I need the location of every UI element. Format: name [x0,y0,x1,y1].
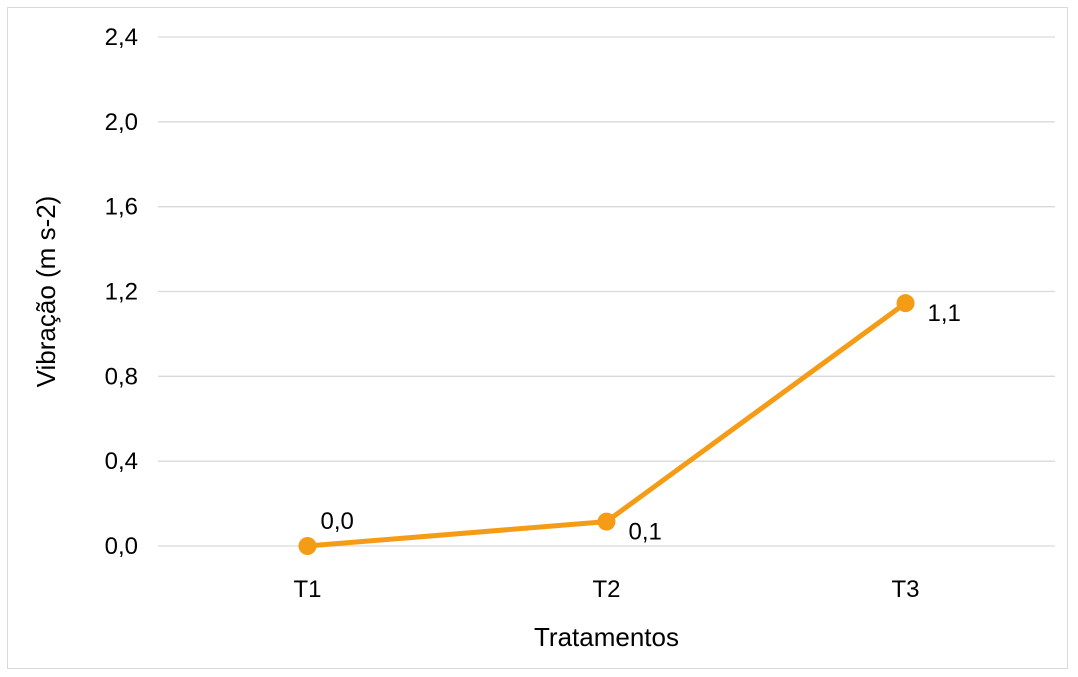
y-tick-label: 2,4 [105,24,138,51]
series-line [305,300,908,549]
y-tick-label: 2,0 [105,109,138,136]
y-axis-title: Vibração (m s-2) [31,196,61,388]
chart-area [7,7,1068,669]
series-group [298,294,915,555]
y-tick-label: 1,2 [105,279,138,306]
data-point [896,294,915,313]
x-tick-label: T3 [891,576,919,603]
x-tick-label: T1 [293,576,321,603]
x-axis-tick-labels: T1 T2 T3 [293,576,919,603]
y-tick-label: 1,6 [105,194,138,221]
y-tick-label: 0,4 [105,448,138,475]
data-label: 0,0 [321,508,354,535]
data-label: 0,1 [629,519,662,546]
data-point [597,512,616,531]
gridlines [158,36,1055,547]
y-tick-label: 0,8 [105,363,138,390]
y-axis-tick-labels: 0,0 0,4 0,8 1,2 1,6 2,0 2,4 [105,24,138,560]
x-axis-title: Tratamentos [534,622,679,652]
data-label: 1,1 [928,300,961,327]
data-point [298,537,317,555]
y-tick-label: 0,0 [105,533,138,560]
data-labels: 0,0 0,1 1,1 [321,300,961,545]
x-tick-label: T2 [592,576,620,603]
